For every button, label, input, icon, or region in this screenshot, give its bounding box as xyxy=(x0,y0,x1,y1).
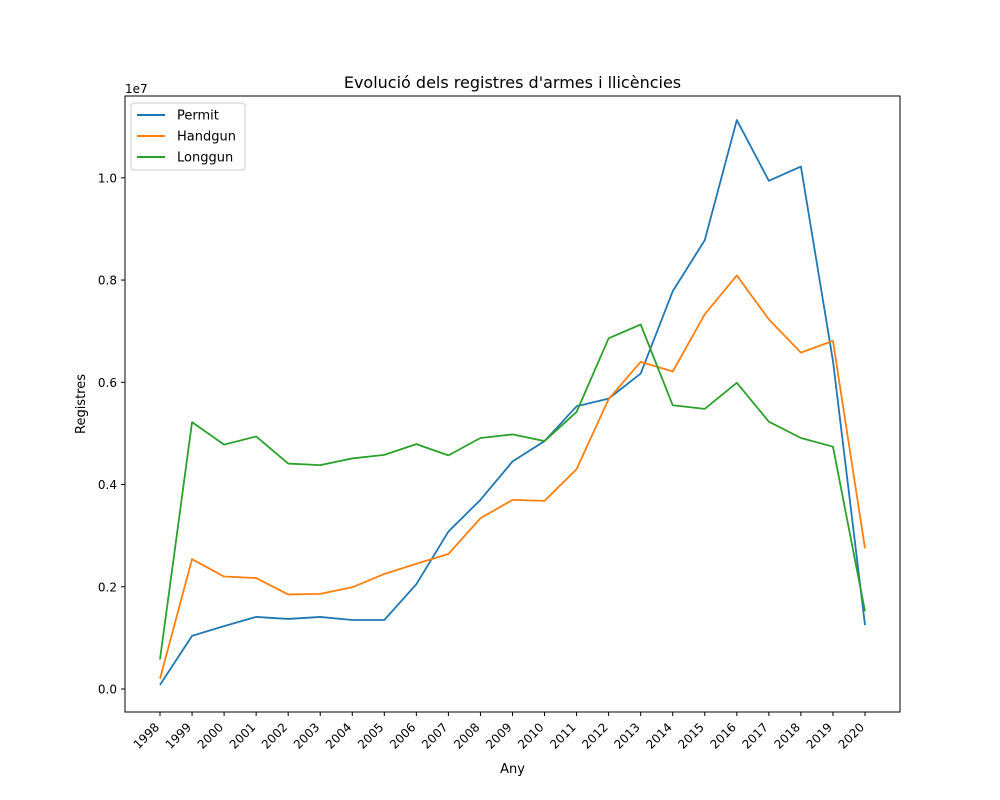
legend-box xyxy=(130,102,246,171)
y-tick-label: 0.2 xyxy=(98,580,117,594)
series-lines xyxy=(159,119,866,686)
x-axis-label: Any xyxy=(500,762,525,777)
plot-area-frame xyxy=(124,95,901,713)
legend: Permit Handgun Longgun xyxy=(130,102,246,171)
legend-label: Longgun xyxy=(177,151,233,166)
legend-label: Permit xyxy=(177,109,219,124)
series-line-permit xyxy=(159,119,866,686)
series-line-handgun xyxy=(159,274,866,680)
y-tick-label: 0.8 xyxy=(98,274,117,288)
legend-label: Handgun xyxy=(177,130,236,145)
y-axis-label: Registres xyxy=(74,374,89,434)
y-tick-label: 0.6 xyxy=(98,376,117,390)
y-tick-label: 1.0 xyxy=(98,171,117,185)
series-line-longgun xyxy=(159,323,866,660)
chart-title: Evolució dels registres d'armes i llicèn… xyxy=(344,73,681,92)
y-tick-label: 0.0 xyxy=(98,682,117,696)
y-offset-label: 1e7 xyxy=(125,82,148,96)
y-tick-label: 0.4 xyxy=(98,478,117,492)
